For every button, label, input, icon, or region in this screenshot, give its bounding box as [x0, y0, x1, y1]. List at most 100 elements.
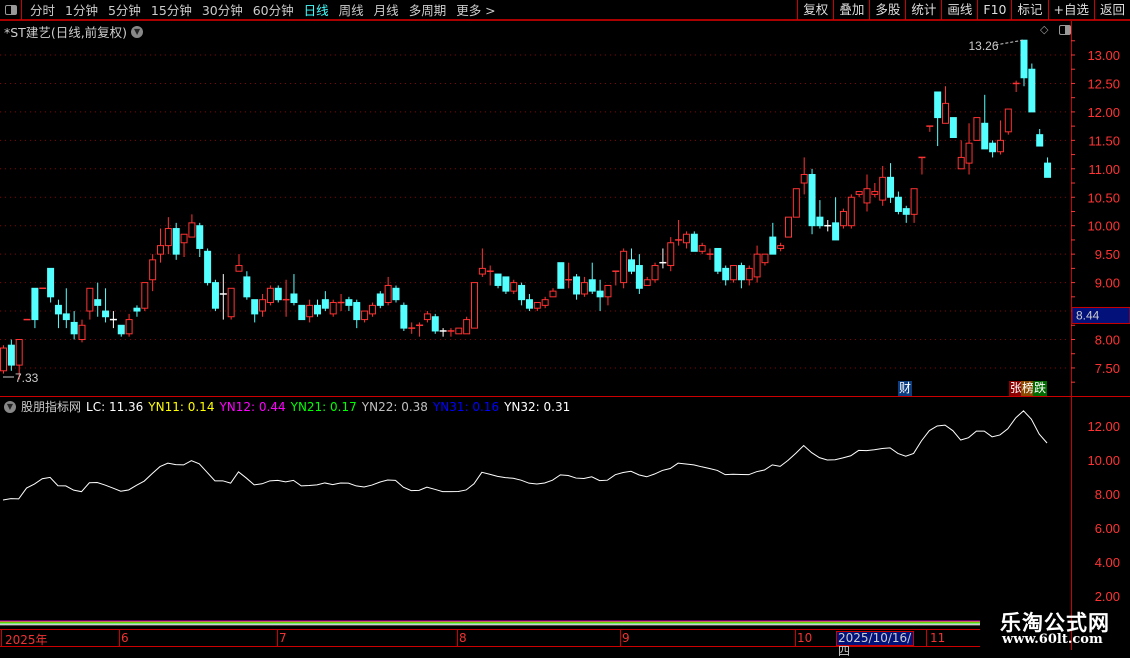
toolbar-button[interactable]: 多股 — [869, 0, 905, 20]
toolbar-button[interactable]: +自选 — [1047, 0, 1094, 20]
candle-body — [47, 267, 55, 298]
candle-body — [211, 282, 219, 309]
candle-body — [376, 293, 384, 306]
price-tick-label: 11.00 — [1088, 162, 1120, 177]
toolbar-button[interactable]: 标记 — [1011, 0, 1047, 20]
indicator-legend: ▼ 股朋指标网 LC: 11.36 YN11: 0.14 YN12: 0.44 YN21:… — [4, 398, 570, 415]
price-tick-label: 13.00 — [1087, 48, 1120, 63]
lower-tick-label: 6.00 — [1095, 521, 1120, 536]
tab-period[interactable]: 多周期 — [408, 3, 447, 18]
candle-body — [180, 233, 188, 244]
candle-body — [15, 339, 23, 366]
candle-body — [141, 282, 149, 309]
date-label: 8 — [459, 631, 467, 645]
candle-body — [541, 299, 549, 306]
low-price-label: 7.33 — [15, 371, 39, 385]
chevron-down-icon[interactable]: ▼ — [131, 25, 144, 38]
tab-period[interactable]: 60分钟 — [252, 3, 294, 18]
candle-body — [745, 267, 753, 281]
limit-badge-zhang[interactable]: 张 — [1009, 381, 1024, 396]
candle-body — [227, 287, 235, 318]
candle-body — [690, 233, 698, 252]
candle-body — [298, 304, 306, 321]
toolbar-button[interactable]: 叠加 — [833, 0, 869, 20]
price-tick-label: 9.00 — [1095, 276, 1120, 291]
date-label: 9 — [622, 631, 630, 645]
toolbar-button[interactable]: 画线 — [941, 0, 977, 20]
toolbar-button[interactable]: 复权 — [797, 0, 833, 20]
panel-icon[interactable] — [1059, 25, 1071, 35]
indicator-value: LC: 11.36 — [86, 399, 144, 414]
tab-period[interactable]: 5分钟 — [107, 3, 141, 18]
candle-body — [117, 324, 125, 335]
candle-body — [172, 228, 180, 255]
candle-body — [698, 245, 706, 252]
candle-body — [94, 299, 102, 306]
candle-body — [525, 299, 533, 309]
candle-body — [533, 302, 541, 309]
candle-body — [329, 302, 337, 315]
limit-badge-bang[interactable]: 榜 — [1021, 381, 1036, 396]
tab-period[interactable]: 月线 — [373, 3, 399, 18]
candle-body — [792, 188, 800, 218]
tab-period[interactable]: 1分钟 — [65, 3, 98, 18]
lc-line — [2, 410, 1048, 501]
chevron-down-icon[interactable]: ▼ — [4, 400, 16, 413]
candle-body — [368, 304, 376, 315]
candle-body — [761, 253, 769, 264]
date-label: 7 — [279, 631, 287, 645]
candle-body — [949, 117, 957, 139]
candle-body — [1036, 134, 1044, 147]
current-date-label: 2025/10/16/四 — [836, 631, 914, 658]
current-price-label: 8.44 — [1076, 308, 1100, 322]
toolbar-button[interactable]: F10 — [977, 0, 1011, 20]
candle-body — [989, 142, 997, 153]
toolbar-button[interactable]: 返回 — [1093, 0, 1130, 20]
candle-body — [1004, 108, 1012, 133]
candle-body — [494, 273, 502, 286]
candle-body — [463, 319, 471, 335]
candle-body — [871, 191, 879, 195]
tab-period[interactable]: 日线 — [303, 3, 329, 18]
period-toolbar: 分时 1分钟 5分钟 15分钟 30分钟 60分钟 日线 周线 月线 多周期 更多 > 复权 叠加 多股… — [0, 0, 1130, 20]
date-label: 11 — [930, 631, 946, 645]
candle-body — [133, 307, 141, 312]
candle-body — [62, 313, 70, 321]
candle-body — [235, 265, 243, 272]
candle-body — [345, 299, 353, 306]
tab-period[interactable]: 30分钟 — [201, 3, 243, 18]
candle-body — [384, 284, 392, 304]
period-tabs: 分时 1分钟 5分钟 15分钟 30分钟 60分钟 日线 周线 月线 多周期 更多 > — [22, 0, 501, 19]
candle-body — [620, 250, 628, 284]
candle-body — [431, 316, 439, 332]
candle-body — [102, 310, 110, 318]
finance-badge[interactable]: 财 — [898, 381, 913, 396]
candle-body — [808, 173, 816, 227]
tab-period[interactable]: 分时 — [30, 3, 56, 18]
candle-body — [863, 188, 871, 204]
tab-period[interactable]: 15分钟 — [150, 3, 192, 18]
stock-name: *ST建艺(日线,前复权) — [4, 25, 128, 40]
candle-body — [196, 225, 204, 249]
candle-body — [996, 139, 1004, 153]
candle-body — [737, 265, 745, 281]
watermark-url: www.60lt.com — [1002, 632, 1103, 647]
price-tick-label: 11.50 — [1088, 133, 1120, 148]
candle-body — [934, 91, 942, 119]
candle-body — [188, 222, 196, 238]
tab-period[interactable]: 更多 > — [456, 3, 496, 18]
limit-badge-die[interactable]: 跌 — [1033, 381, 1048, 396]
diamond-icon[interactable]: ◇ — [1040, 23, 1049, 36]
indicator-name[interactable]: 股朋指标网 — [21, 400, 82, 414]
date-label: 10 — [797, 631, 813, 645]
toolbar-button[interactable]: 统计 — [905, 0, 941, 20]
candle-body — [957, 156, 965, 170]
candle-body — [266, 287, 274, 304]
candle-body — [7, 344, 15, 366]
current-price-box — [1071, 306, 1130, 324]
candle-body — [973, 117, 981, 141]
tab-period[interactable]: 周线 — [338, 3, 364, 18]
candle-body — [243, 276, 251, 298]
layout-toggle-button[interactable] — [0, 0, 22, 20]
